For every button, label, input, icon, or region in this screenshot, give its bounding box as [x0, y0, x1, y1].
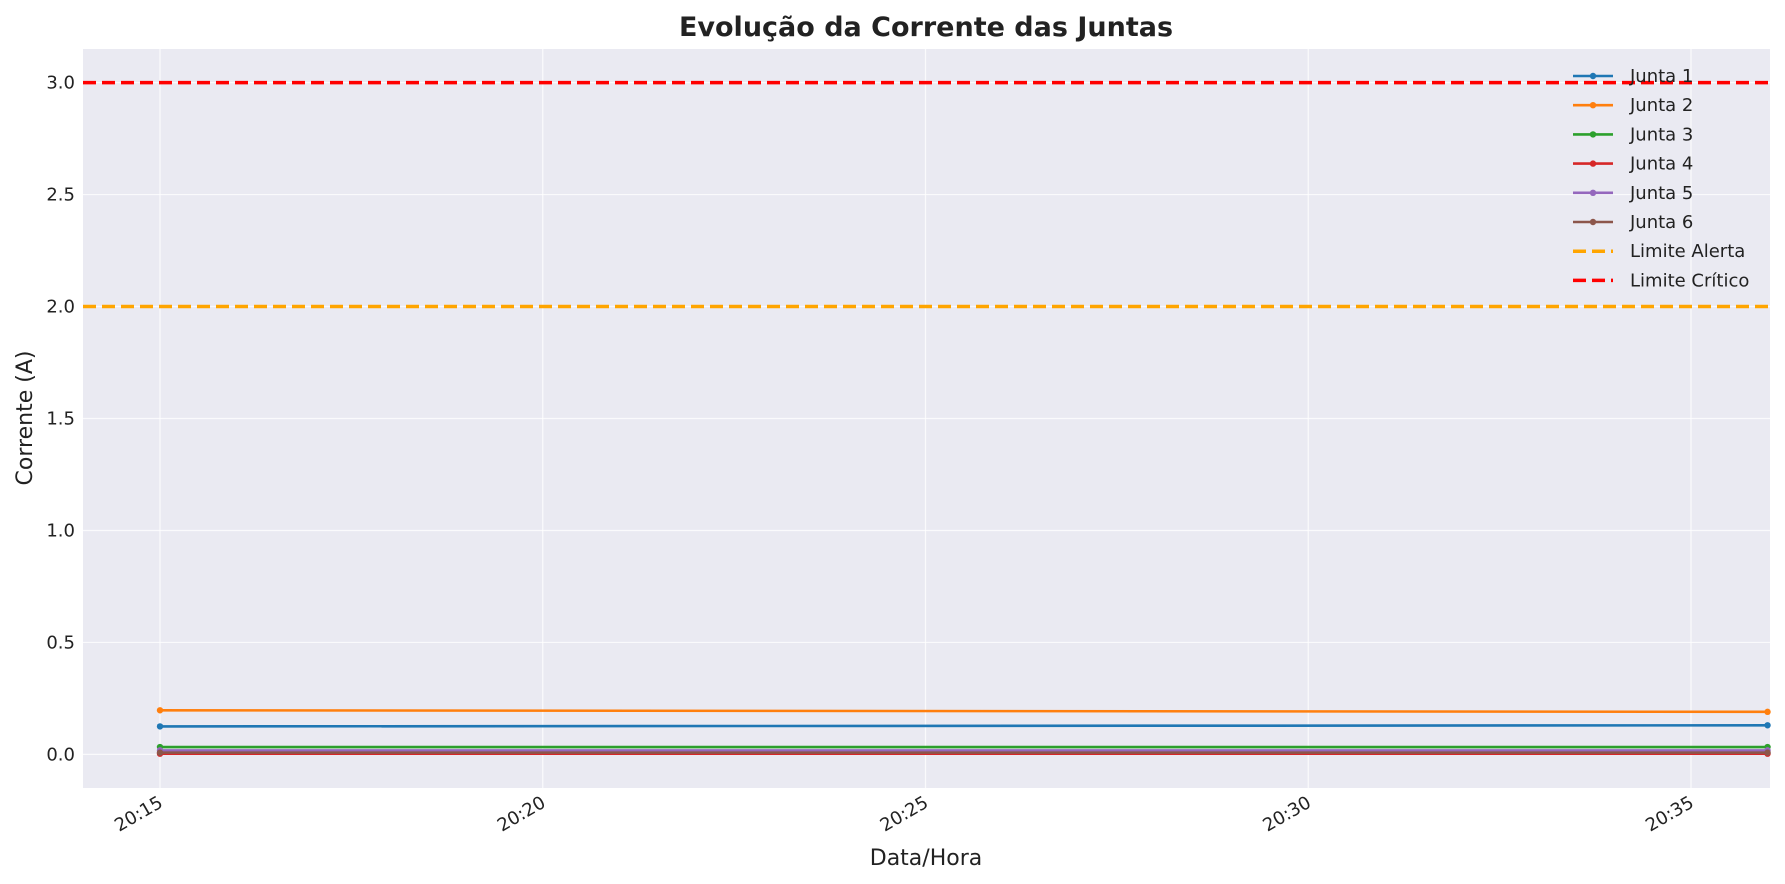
- y-axis-ticks: 0.0 0.5 1.0 1.5 2.0 2.5 3.0: [46, 73, 75, 766]
- threshold-lines: [83, 80, 1770, 309]
- legend-marker: [1589, 72, 1597, 80]
- y-tick-label: 2.0: [46, 297, 75, 318]
- y-tick-label: 2.5: [46, 185, 75, 206]
- legend: Junta 1 Junta 2 Junta 3 Junta 4 Junta 5 Junta…: [1573, 66, 1749, 291]
- legend-entry-label: Junta 2: [1629, 95, 1693, 116]
- legend-entry-label: Junta 1: [1629, 66, 1693, 87]
- legend-entry-label: Junta 6: [1629, 212, 1693, 233]
- legend-entry-label: Junta 5: [1629, 183, 1693, 204]
- data-point: [1764, 749, 1771, 756]
- data-point: [156, 749, 164, 756]
- y-tick-label: 1.5: [46, 409, 75, 430]
- x-tick-label: 20:15: [111, 792, 166, 836]
- y-tick-label: 1.0: [46, 520, 75, 541]
- y-tick-label: 0.0: [46, 744, 75, 765]
- data-point: [1764, 708, 1771, 716]
- data-point: [156, 707, 164, 714]
- legend-entry-label: Limite Crítico: [1630, 270, 1749, 291]
- series-line: [159, 708, 1768, 714]
- y-tick-label: 3.0: [46, 73, 75, 94]
- series-lines: [156, 707, 1771, 757]
- grid-lines: [83, 49, 1770, 788]
- legend-entry-label: Limite Alerta: [1630, 241, 1745, 262]
- legend-marker: [1589, 160, 1597, 167]
- x-tick-label: 20:30: [1259, 792, 1314, 836]
- series-line: [159, 723, 1768, 728]
- legend-entry-label: Junta 4: [1629, 154, 1693, 175]
- x-tick-label: 20:20: [494, 792, 549, 836]
- legend-entry-label: Junta 3: [1629, 124, 1693, 145]
- legend-marker: [1589, 218, 1597, 226]
- x-tick-label: 20:25: [877, 792, 932, 836]
- legend-marker: [1589, 102, 1597, 109]
- chart-title: Evolução da Corrente das Juntas: [679, 12, 1173, 43]
- y-tick-label: 0.5: [46, 632, 75, 653]
- y-axis-label: Corrente (A): [13, 351, 38, 486]
- data-point: [156, 723, 164, 730]
- legend-marker: [1589, 131, 1597, 138]
- x-tick-label: 20:35: [1642, 792, 1697, 836]
- data-point: [1764, 722, 1771, 729]
- x-axis-label: Data/Hora: [870, 846, 982, 871]
- legend-marker: [1589, 189, 1597, 196]
- x-axis-ticks: 20:15 20:20 20:25 20:30 20:35: [111, 792, 1697, 836]
